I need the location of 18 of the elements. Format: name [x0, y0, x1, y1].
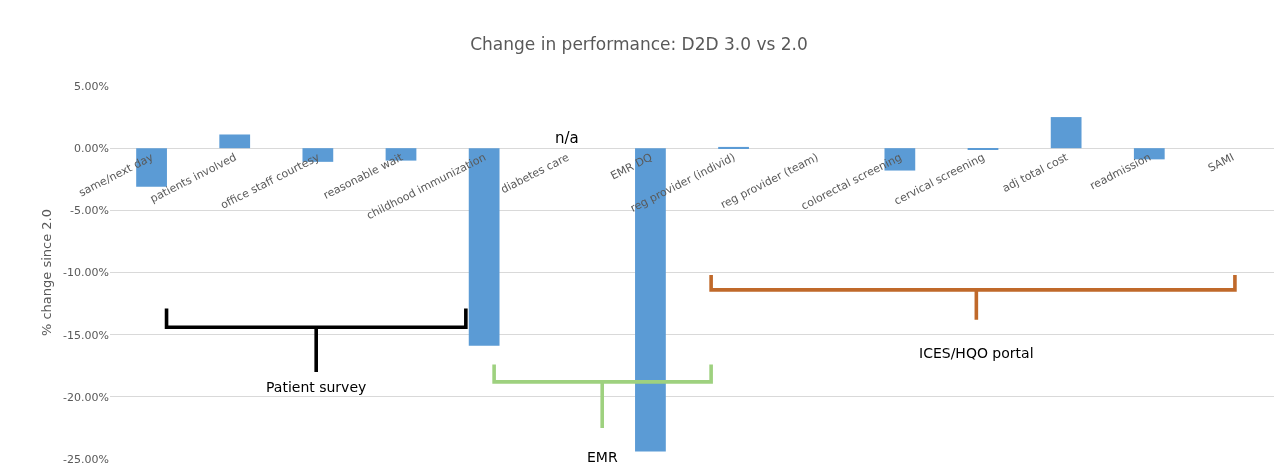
annotation: ICES/HQO portal: [919, 345, 1034, 361]
annotation: Patient survey: [266, 379, 367, 395]
x-tick-label: EMR DQ: [608, 150, 655, 183]
y-tick-label: -5.00%: [70, 204, 109, 218]
bar: [718, 146, 749, 149]
annotation: EMR: [587, 449, 618, 465]
x-tick-label: adj total cost: [1000, 150, 1071, 195]
y-tick-label: -25.00%: [63, 452, 109, 466]
chart-title: Change in performance: D2D 3.0 vs 2.0: [470, 33, 808, 54]
annotation: n/a: [555, 129, 579, 147]
y-tick-label: -20.00%: [63, 390, 109, 404]
y-tick-label: 5.00%: [74, 79, 109, 93]
bar: [219, 134, 251, 149]
y-tick-label: -15.00%: [63, 328, 109, 342]
y-tick-label: -10.00%: [63, 266, 109, 280]
y-axis-title: % change since 2.0: [39, 208, 55, 337]
bar: [1050, 117, 1082, 149]
y-tick-label: 0.00%: [74, 142, 109, 156]
